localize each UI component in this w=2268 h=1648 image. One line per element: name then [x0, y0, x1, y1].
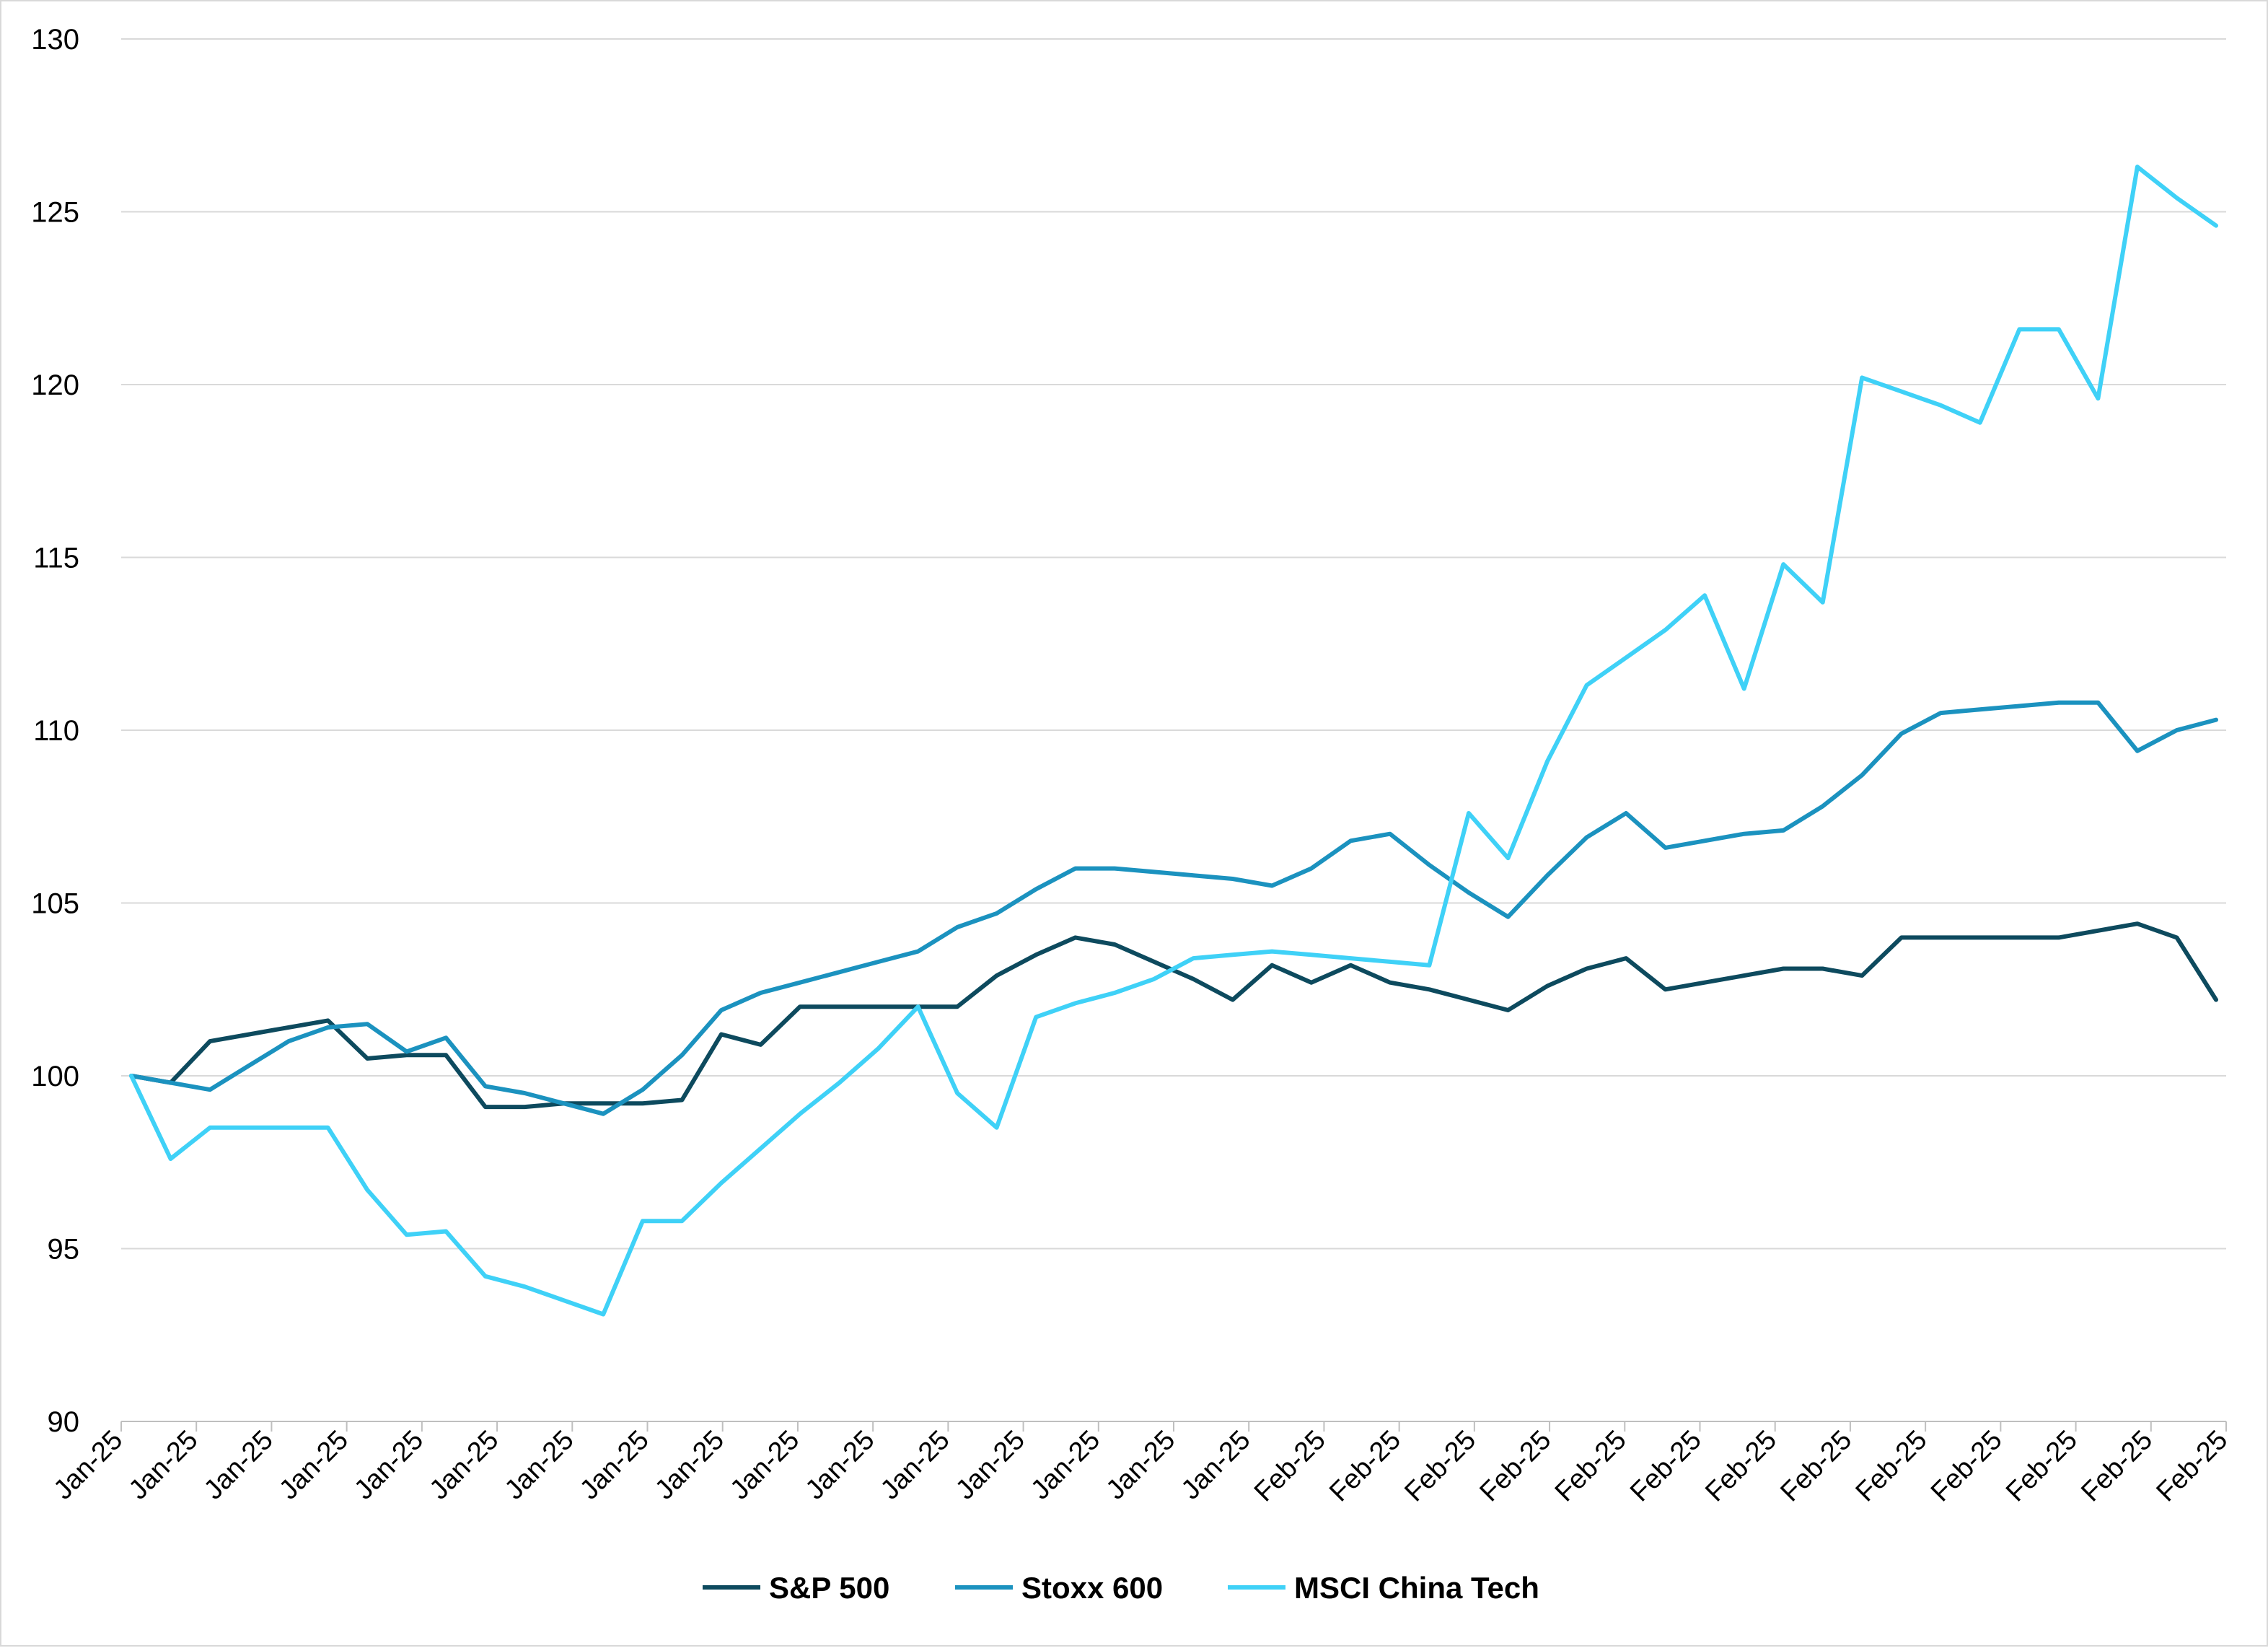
- y-tick-label: 130: [31, 24, 79, 56]
- x-tick-label: Feb-25: [1700, 1425, 1783, 1508]
- x-tick-label: Jan-25: [273, 1425, 354, 1506]
- legend-label: S&P 500: [769, 1571, 889, 1605]
- x-tick-label: Jan-25: [198, 1425, 279, 1506]
- x-tick-label: Feb-25: [1925, 1425, 2008, 1508]
- y-tick-label: 90: [48, 1406, 80, 1438]
- series-line-0: [129, 921, 2218, 1110]
- x-tick-label: Jan-25: [950, 1425, 1031, 1506]
- y-tick-label: 105: [31, 888, 79, 920]
- x-tick-label: Jan-25: [1176, 1425, 1257, 1506]
- x-tick-label: Feb-25: [1399, 1425, 1482, 1508]
- x-tick-label: Feb-25: [2075, 1425, 2158, 1508]
- x-tick-label: Jan-25: [499, 1425, 580, 1506]
- legend-label: Stoxx 600: [1021, 1571, 1163, 1605]
- x-axis-tick-labels: Jan-25Jan-25Jan-25Jan-25Jan-25Jan-25Jan-…: [48, 1425, 2233, 1508]
- legend-label: MSCI China Tech: [1294, 1571, 1539, 1605]
- x-tick-label: Jan-25: [123, 1425, 204, 1506]
- series-line-1: [129, 700, 2218, 1116]
- series-line-2: [129, 165, 2218, 1317]
- x-tick-label: Feb-25: [2000, 1425, 2083, 1508]
- x-tick-label: Feb-25: [1550, 1425, 1632, 1508]
- gridlines: [121, 38, 2226, 1250]
- x-tick-label: Jan-25: [649, 1425, 730, 1506]
- x-tick-label: Feb-25: [1249, 1425, 1332, 1508]
- x-tick-label: Feb-25: [1324, 1425, 1407, 1508]
- x-tick-label: Feb-25: [2151, 1425, 2234, 1508]
- y-tick-label: 100: [31, 1061, 79, 1092]
- x-tick-label: Feb-25: [1850, 1425, 1933, 1508]
- y-tick-label: 125: [31, 197, 79, 229]
- y-tick-label: 95: [48, 1234, 80, 1266]
- x-tick-label: Jan-25: [875, 1425, 956, 1506]
- x-tick-label: Jan-25: [574, 1425, 655, 1506]
- x-tick-label: Feb-25: [1474, 1425, 1557, 1508]
- x-axis: [120, 1421, 2227, 1432]
- series-lines: [129, 165, 2218, 1317]
- y-axis-tick-labels: 90 95 100 105 110 115 120 125 130: [31, 24, 79, 1438]
- y-tick-label: 115: [33, 543, 79, 574]
- x-tick-label: Jan-25: [800, 1425, 881, 1506]
- y-tick-label: 110: [33, 715, 79, 747]
- legend: S&P 500 Stoxx 600 MSCI China Tech: [703, 1571, 1539, 1605]
- x-tick-label: Jan-25: [348, 1425, 429, 1506]
- x-tick-label: Feb-25: [1625, 1425, 1707, 1508]
- x-tick-label: Jan-25: [724, 1425, 805, 1506]
- x-tick-label: Jan-25: [1025, 1425, 1106, 1506]
- x-tick-label: Feb-25: [1775, 1425, 1858, 1508]
- x-tick-label: Jan-25: [1100, 1425, 1181, 1506]
- x-tick-label: Jan-25: [424, 1425, 505, 1506]
- y-tick-label: 120: [31, 369, 79, 401]
